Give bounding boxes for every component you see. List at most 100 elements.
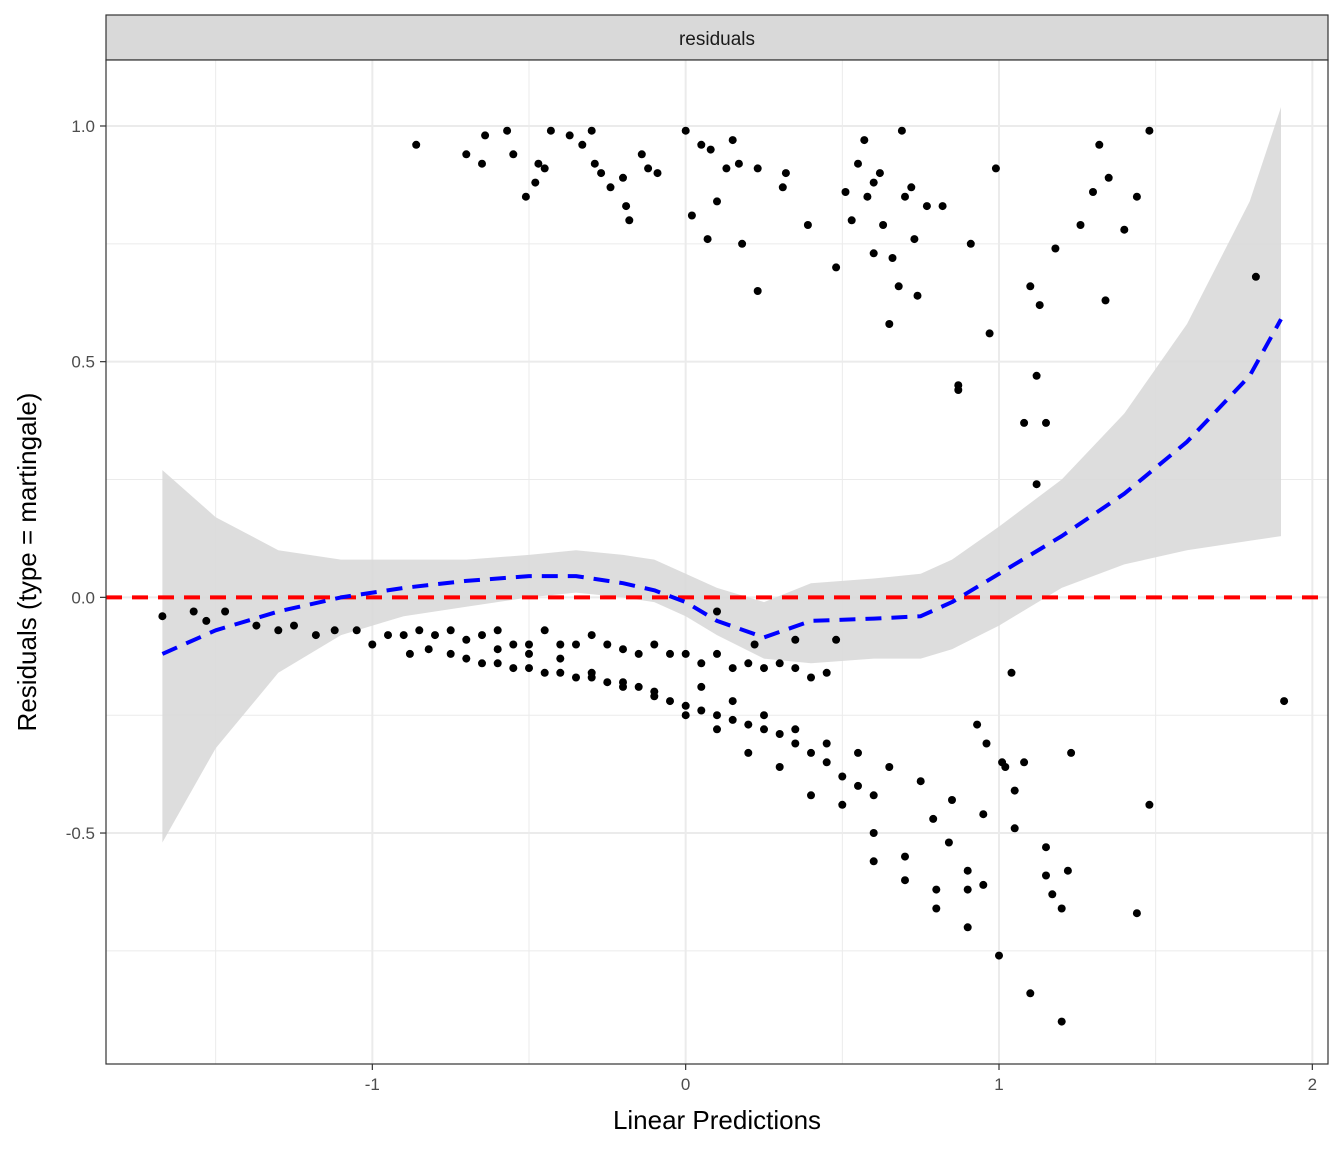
data-point [1057,904,1066,913]
data-point [330,626,339,635]
data-point [744,748,753,757]
data-point [405,649,414,658]
data-point [1057,1017,1066,1026]
data-point [252,621,261,630]
data-point [1076,221,1085,229]
data-point [540,668,549,677]
data-point [590,159,599,168]
data-point [775,763,784,771]
y-tick-label: 0.5 [71,353,95,372]
x-axis-title: Linear Predictions [613,1105,821,1135]
data-point [1042,871,1050,880]
data-point [963,885,972,894]
data-point [462,635,471,644]
data-point [572,673,580,682]
data-point [446,626,455,635]
data-point [807,748,815,757]
data-point [634,682,643,691]
data-point [493,659,502,668]
data-point [509,640,518,649]
data-point [1020,758,1029,767]
data-point [1089,188,1097,196]
data-point [913,291,922,300]
y-axis: -0.5 0.0 0.5 1.0 [66,117,106,843]
data-point [885,320,894,328]
data-point [753,164,762,173]
data-point [424,645,433,654]
data-point [841,188,850,196]
data-point [991,164,1000,173]
data-point [713,725,721,734]
data-point [734,159,743,168]
data-point [697,682,706,691]
data-point [822,668,831,677]
data-point [412,140,421,149]
data-point [963,923,972,932]
data-point [901,192,909,201]
data-point [525,649,533,658]
data-point [603,640,612,649]
data-point [431,631,439,640]
data-point [1042,843,1050,852]
data-point [572,640,580,649]
data-point [1010,786,1019,795]
data-point [540,164,549,173]
data-point [1032,480,1041,489]
data-point [368,640,377,649]
data-point [653,169,662,178]
data-point [1051,244,1060,253]
data-point [597,169,606,178]
data-point [697,706,706,715]
data-point [1010,824,1019,833]
data-point [1026,282,1035,291]
y-tick-label: -0.5 [66,824,95,843]
data-point [901,876,909,885]
data-point [897,126,906,135]
data-point [869,791,878,800]
data-point [963,866,972,875]
data-point [973,720,982,729]
data-point [1063,866,1072,875]
data-point [922,202,931,211]
y-axis-title: Residuals (type = martingale) [12,393,42,732]
data-point [703,235,712,244]
data-point [625,216,634,225]
data-point [1067,748,1076,757]
data-point [1020,418,1029,427]
data-point [822,758,831,767]
data-point [744,659,753,668]
data-point [888,254,897,262]
data-point [854,159,862,168]
data-point [622,202,631,211]
data-point [462,150,471,159]
data-point [722,164,731,173]
data-point [687,211,696,220]
data-point [753,287,762,295]
data-point [478,659,486,668]
data-point [982,739,991,748]
data-point [894,282,903,291]
data-point [531,178,540,187]
data-point [728,715,737,724]
data-point [509,150,518,159]
data-point [503,126,512,135]
data-point [637,150,646,159]
data-point [738,239,747,248]
data-point [525,664,533,673]
data-point [521,192,530,201]
data-point [838,800,847,809]
data-point [509,664,518,673]
data-point [901,852,909,861]
data-point [681,649,690,658]
data-point [202,616,211,625]
smooth-line-layer [161,318,1283,656]
data-point [1032,371,1041,380]
data-point [932,904,941,913]
data-point [932,885,941,894]
data-point [760,664,768,673]
data-point [666,649,674,658]
data-point [189,607,198,616]
data-point [650,640,659,649]
data-point [713,607,721,616]
